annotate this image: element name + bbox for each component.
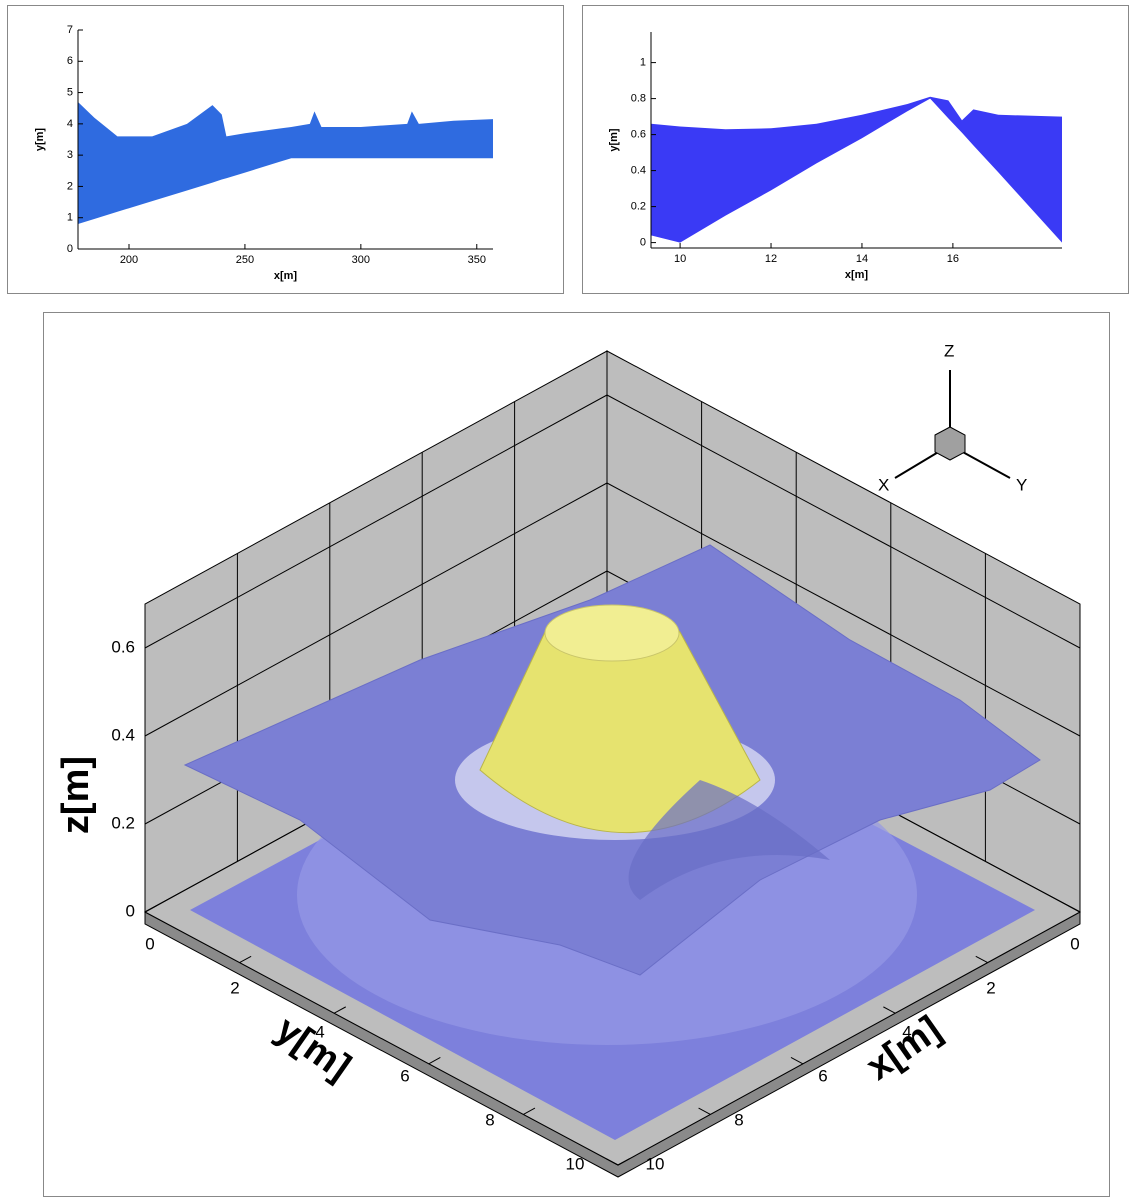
y-axis-label: y[m] <box>608 128 620 152</box>
triad-label: Z <box>944 341 954 360</box>
y-tick-label: 0 <box>67 243 73 255</box>
y-tick-label: 1 <box>67 212 73 224</box>
x-tick-label: 200 <box>120 254 138 266</box>
x-tick-label: 14 <box>856 253 868 265</box>
x-axis-label: x[m] <box>845 269 869 281</box>
x-tick-label: 10 <box>674 253 686 265</box>
x-tick-label: 12 <box>765 253 777 265</box>
x-tick-label: 8 <box>734 1110 743 1129</box>
y-tick-label: 0.8 <box>631 93 646 105</box>
x-tick-label: 0 <box>1070 934 1079 953</box>
y-tick-label: 5 <box>67 86 73 98</box>
figure: 0246810024681000.20.40.6z[m]y[m]x[m] 200… <box>0 0 1130 1197</box>
y-tick-label: 4 <box>67 118 73 130</box>
y-tick-label: 2 <box>67 180 73 192</box>
y-tick-label: 8 <box>485 1110 494 1129</box>
y-tick-label: 0 <box>640 237 646 249</box>
y-tick-label: 0.4 <box>631 165 646 177</box>
x-tick-label: 250 <box>236 254 254 266</box>
y-tick-label: 7 <box>67 24 73 36</box>
y-tick-label: 0.6 <box>631 129 646 141</box>
y-tick-label: 6 <box>67 55 73 67</box>
x-tick-label: 10 <box>646 1154 665 1173</box>
z-axis-label: z[m] <box>55 756 97 834</box>
y-tick-label: 0.2 <box>631 201 646 213</box>
triad-label: Y <box>1016 475 1027 494</box>
z-tick-label: 0.6 <box>111 637 135 656</box>
y-tick-label: 1 <box>640 57 646 69</box>
x-tick-label: 16 <box>947 253 959 265</box>
y-tick-label: 0 <box>145 934 154 953</box>
z-tick-label: 0.2 <box>111 813 135 832</box>
x-tick-label: 350 <box>468 254 486 266</box>
x-tick-label: 300 <box>352 254 370 266</box>
x-axis-label: x[m] <box>274 270 298 282</box>
z-tick-label: 0.4 <box>111 725 135 744</box>
x-tick-label: 2 <box>986 978 995 997</box>
y-tick-label: 6 <box>400 1066 409 1085</box>
y-tick-label: 3 <box>67 149 73 161</box>
y-axis-label: y[m] <box>34 128 46 152</box>
island-top <box>545 605 679 661</box>
x-tick-label: 6 <box>818 1066 827 1085</box>
z-tick-label: 0 <box>126 901 135 920</box>
y-tick-label: 10 <box>566 1154 585 1173</box>
y-tick-label: 2 <box>230 978 239 997</box>
triad-label: X <box>878 475 889 494</box>
